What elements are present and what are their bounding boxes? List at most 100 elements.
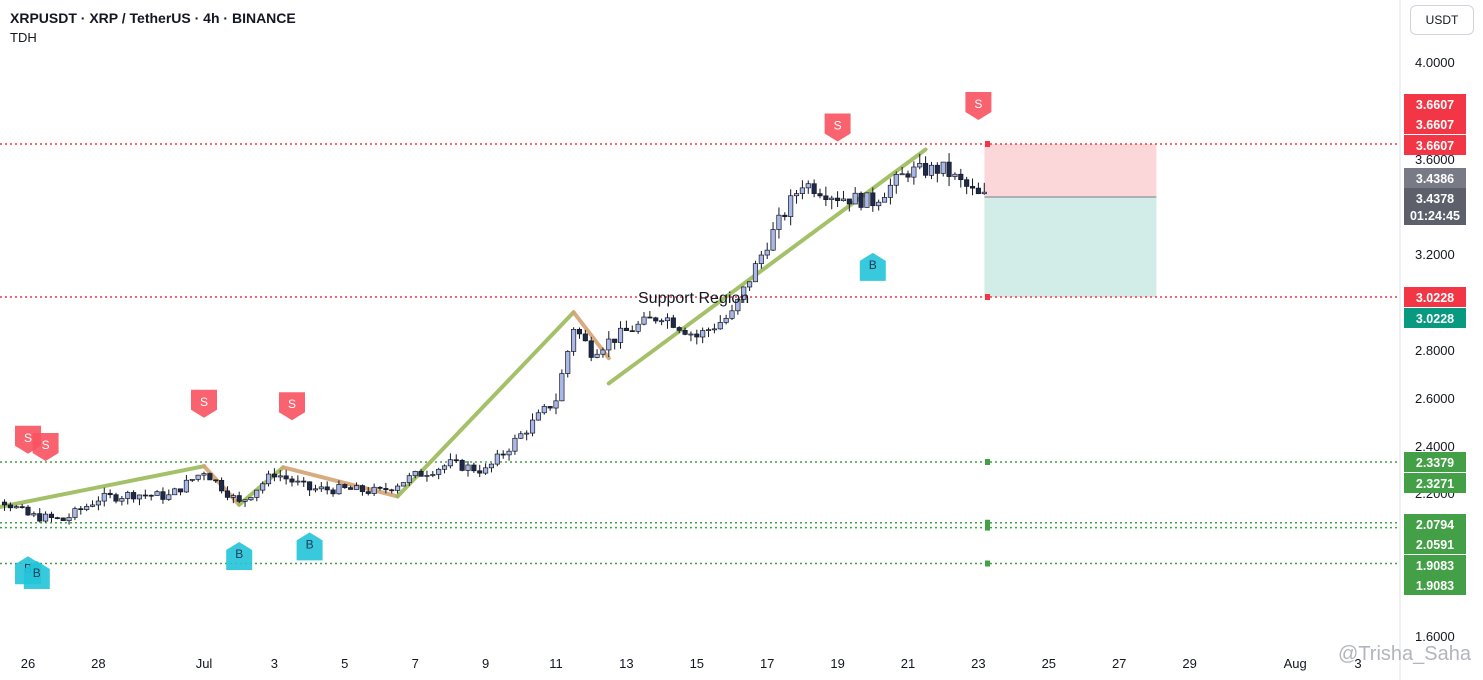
candle-body[interactable] [236,495,242,502]
candle-body[interactable] [78,508,84,511]
candle-body[interactable] [899,173,905,176]
candle-body[interactable] [43,513,49,522]
candle-body[interactable] [459,459,465,471]
candle-body[interactable] [964,179,970,187]
candle-body[interactable] [846,198,852,205]
candle-body[interactable] [424,475,430,477]
trend-segment[interactable] [395,310,576,499]
candle-body[interactable] [553,400,559,409]
candle-body[interactable] [31,513,37,516]
candle-body[interactable] [348,487,354,490]
candle-body[interactable] [788,195,794,217]
buy-signal[interactable]: B [23,561,50,590]
candle-body[interactable] [219,480,225,492]
candle-body[interactable] [799,187,805,194]
candle-body[interactable] [793,193,800,197]
sell-signal[interactable]: S [965,91,992,120]
candle-body[interactable] [518,433,524,439]
symbol-title[interactable]: XRPUSDT · XRP / TetherUS · 4h · BINANCE [10,10,296,26]
candle-body[interactable] [747,281,753,288]
candle-body[interactable] [25,506,31,516]
candle-body[interactable] [330,489,336,495]
candle-body[interactable] [371,486,377,494]
candle-body[interactable] [547,406,553,409]
candle-body[interactable] [835,197,841,202]
candle-body[interactable] [148,494,154,497]
stop-loss-zone[interactable] [984,144,1157,197]
candle-body[interactable] [629,330,635,333]
candle-body[interactable] [183,479,189,493]
candle-body[interactable] [60,517,66,522]
candle-body[interactable] [752,263,759,283]
candle-body[interactable] [571,328,577,352]
candle-body[interactable] [230,495,236,498]
currency-unit-button[interactable]: USDT [1410,5,1474,35]
candle-body[interactable] [612,338,618,343]
candle-body[interactable] [359,485,365,492]
candle-body[interactable] [400,482,407,487]
candle-body[interactable] [89,504,96,507]
trend-segment[interactable] [0,464,206,515]
candle-body[interactable] [312,488,319,491]
candle-body[interactable] [72,508,78,518]
candle-body[interactable] [934,164,940,174]
candle-body[interactable] [477,470,483,474]
candle-body[interactable] [172,488,178,496]
candle-body[interactable] [588,340,594,358]
candle-body[interactable] [195,474,201,480]
candle-body[interactable] [95,500,101,506]
candle-body[interactable] [940,161,946,174]
candle-body[interactable] [641,316,647,325]
candle-body[interactable] [406,475,412,483]
candle-body[interactable] [659,320,665,323]
candle-body[interactable] [353,485,360,490]
candle-body[interactable] [66,517,72,522]
x-axis[interactable]: 26 28 Jul 3 5 7 9 11 13 15 17 19 21 23 25 27 29 Aug 3 [21,656,1362,671]
sell-signal[interactable]: S [32,433,59,461]
candle-body[interactable] [582,333,588,342]
candle-body[interactable] [524,432,530,435]
candle-body[interactable] [19,506,25,508]
candle-body[interactable] [858,192,864,208]
candle-body[interactable] [565,351,571,374]
candle-body[interactable] [870,192,876,207]
candle-body[interactable] [653,317,659,322]
candle-body[interactable] [723,317,729,323]
candle-body[interactable] [383,488,389,491]
candle-body[interactable] [160,491,166,500]
candle-body[interactable] [975,187,981,195]
candle-body[interactable] [84,506,90,510]
sell-signal[interactable]: S [279,392,305,421]
candle-body[interactable] [1,501,8,506]
candle-body[interactable] [764,249,770,256]
candle-body[interactable] [101,492,107,502]
candle-body[interactable] [207,473,213,481]
candle-body[interactable] [125,492,131,499]
take-profit-zone[interactable] [984,197,1157,297]
candle-body[interactable] [876,201,882,207]
candle-body[interactable] [213,479,219,482]
candle-body[interactable] [301,480,307,483]
sell-signal[interactable]: S [191,389,217,418]
candle-body[interactable] [37,513,43,522]
indicator-name[interactable]: TDH [10,30,37,45]
candle-body[interactable] [494,453,500,465]
candle-body[interactable] [142,494,148,497]
candle-body[interactable] [823,195,829,200]
buy-signal[interactable]: B [296,532,323,561]
candle-body[interactable] [483,467,489,474]
candle-body[interactable] [770,229,776,251]
candle-body[interactable] [471,464,477,472]
candle-body[interactable] [54,517,60,519]
candle-body[interactable] [248,497,254,501]
candle-body[interactable] [559,373,565,402]
candle-body[interactable] [647,316,653,319]
candle-body[interactable] [952,173,958,177]
candle-body[interactable] [881,197,888,203]
candle-body[interactable] [389,489,395,492]
candle-body[interactable] [465,464,471,471]
candle-body[interactable] [782,214,788,217]
candle-body[interactable] [676,327,682,331]
candle-body[interactable] [623,327,629,332]
